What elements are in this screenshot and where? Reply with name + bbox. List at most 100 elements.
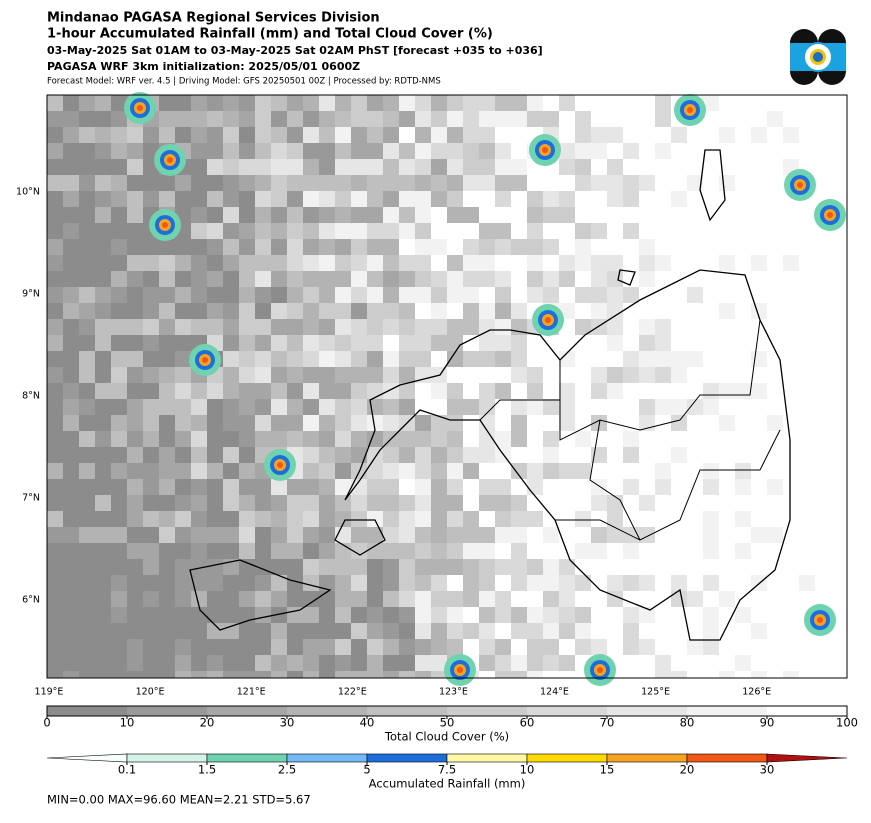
cloud-cell xyxy=(127,495,143,511)
cloud-cell xyxy=(63,527,79,543)
cloud-cell xyxy=(431,431,447,447)
cloud-cell xyxy=(431,495,447,511)
cloud-cell xyxy=(463,543,479,559)
cloud-cell xyxy=(95,223,111,239)
cloud-cell xyxy=(607,367,623,383)
cloud-cell xyxy=(207,447,223,463)
cloud-cell xyxy=(623,351,639,367)
cloud-cell xyxy=(447,543,463,559)
cloud-cell xyxy=(175,495,191,511)
cloud-swatch xyxy=(127,706,207,716)
cloud-cell xyxy=(239,111,255,127)
cloud-cell xyxy=(271,383,287,399)
cloud-cell xyxy=(431,607,447,623)
cloud-cell xyxy=(159,271,175,287)
cloud-cell xyxy=(239,575,255,591)
cloud-cell xyxy=(431,239,447,255)
cloud-cell xyxy=(223,111,239,127)
cloud-cell xyxy=(111,255,127,271)
rain-spot xyxy=(137,105,143,111)
cloud-cell xyxy=(447,143,463,159)
cloud-cell xyxy=(159,431,175,447)
cloud-cell xyxy=(447,495,463,511)
cloud-cell xyxy=(527,575,543,591)
cloud-cell xyxy=(335,671,351,678)
rain-swatch xyxy=(606,753,688,763)
cloud-cell xyxy=(559,623,575,639)
cloud-cell xyxy=(607,527,623,543)
cloud-cell xyxy=(79,447,95,463)
cloud-cell xyxy=(335,335,351,351)
cloud-cell xyxy=(431,191,447,207)
cloud-cell xyxy=(271,207,287,223)
cloud-cell xyxy=(495,351,511,367)
cloud-cell xyxy=(335,575,351,591)
cloud-cell xyxy=(47,143,63,159)
cloud-cell xyxy=(399,255,415,271)
cloud-cell xyxy=(159,287,175,303)
cloud-cell xyxy=(111,415,127,431)
cloud-cell xyxy=(431,543,447,559)
cloud-cell xyxy=(143,591,159,607)
cloud-cell xyxy=(591,527,607,543)
cloud-cell xyxy=(79,143,95,159)
cloud-cell xyxy=(399,367,415,383)
cloud-cell xyxy=(271,95,287,111)
cloud-cell xyxy=(639,255,655,271)
cloud-cell xyxy=(495,95,511,111)
cloud-cell xyxy=(255,319,271,335)
cloud-cell xyxy=(367,607,383,623)
cloud-cell xyxy=(255,271,271,287)
cloud-cell xyxy=(639,527,655,543)
cloud-cell xyxy=(671,191,687,207)
cloud-cell xyxy=(527,111,543,127)
cloud-cell xyxy=(495,479,511,495)
cloud-swatch xyxy=(687,706,767,716)
cloud-cell xyxy=(639,175,655,191)
cloud-cell xyxy=(95,255,111,271)
cloud-cell xyxy=(655,111,671,127)
cloud-cell xyxy=(383,207,399,223)
cloud-cell xyxy=(495,335,511,351)
cloud-cell xyxy=(191,111,207,127)
cloud-cell xyxy=(95,591,111,607)
cloud-cell xyxy=(127,287,143,303)
cloud-cell xyxy=(287,511,303,527)
cloud-cell xyxy=(239,591,255,607)
cloud-cell xyxy=(191,319,207,335)
cloud-cell xyxy=(479,127,495,143)
cloud-cell xyxy=(63,95,79,111)
cloud-cell xyxy=(111,639,127,655)
rain-swatch xyxy=(446,753,528,763)
cloud-cell xyxy=(687,639,703,655)
cloud-cell xyxy=(575,639,591,655)
cloud-cell xyxy=(191,239,207,255)
cloud-cell xyxy=(575,127,591,143)
cloud-cell xyxy=(223,255,239,271)
cloud-cell xyxy=(303,239,319,255)
cloud-cell xyxy=(239,463,255,479)
cloud-cell xyxy=(111,591,127,607)
cloud-cell xyxy=(95,479,111,495)
cloud-cell xyxy=(399,319,415,335)
cloud-cell xyxy=(335,191,351,207)
cloud-cell xyxy=(175,511,191,527)
cloud-cell xyxy=(543,239,559,255)
cloud-cell xyxy=(319,239,335,255)
cloud-cell xyxy=(143,511,159,527)
cloud-cell xyxy=(607,495,623,511)
rain-tick-label: 30 xyxy=(760,763,775,777)
cloud-cell xyxy=(223,575,239,591)
cloud-cell xyxy=(47,447,63,463)
cloud-cell xyxy=(111,559,127,575)
cloud-tick-label: 20 xyxy=(200,716,215,730)
cloud-cell xyxy=(223,591,239,607)
cloud-cell xyxy=(239,607,255,623)
cloud-cell xyxy=(399,655,415,671)
cloud-cell xyxy=(63,495,79,511)
cloud-cell xyxy=(751,671,767,678)
cloud-cell xyxy=(191,559,207,575)
cloud-cell xyxy=(511,239,527,255)
cloud-cell xyxy=(623,639,639,655)
cloud-cell xyxy=(223,159,239,175)
